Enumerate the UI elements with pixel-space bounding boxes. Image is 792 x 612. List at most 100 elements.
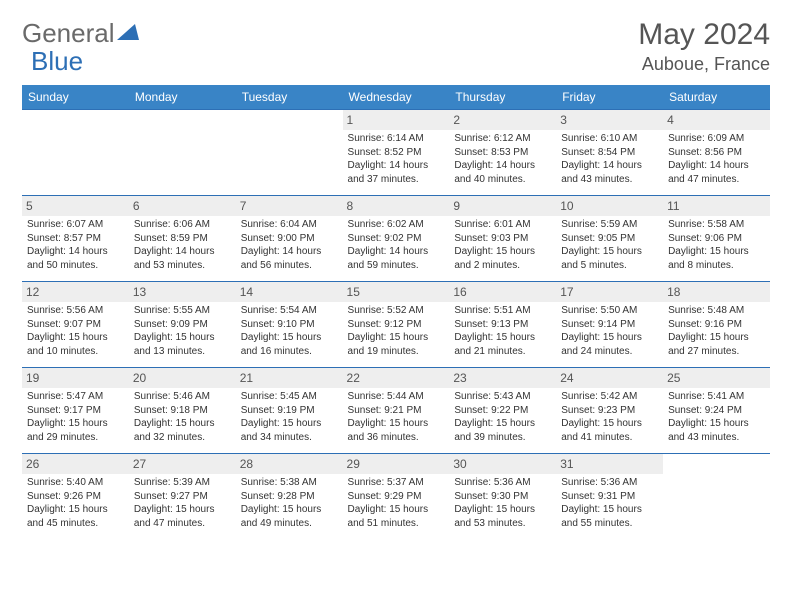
daylight-text: Daylight: 15 hours and 39 minutes. bbox=[454, 417, 551, 444]
sunset-text: Sunset: 9:02 PM bbox=[348, 232, 445, 246]
sunset-text: Sunset: 9:26 PM bbox=[27, 490, 124, 504]
sunrise-text: Sunrise: 5:39 AM bbox=[134, 476, 231, 490]
daylight-text: Daylight: 15 hours and 55 minutes. bbox=[561, 503, 658, 530]
day-cell: 16Sunrise: 5:51 AMSunset: 9:13 PMDayligh… bbox=[449, 282, 556, 368]
day-cell: 13Sunrise: 5:55 AMSunset: 9:09 PMDayligh… bbox=[129, 282, 236, 368]
day-header: Friday bbox=[556, 85, 663, 110]
month-title: May 2024 bbox=[638, 18, 770, 52]
day-header: Thursday bbox=[449, 85, 556, 110]
sunrise-text: Sunrise: 5:42 AM bbox=[561, 390, 658, 404]
day-number: 2 bbox=[449, 110, 556, 130]
daylight-text: Daylight: 15 hours and 5 minutes. bbox=[561, 245, 658, 272]
day-cell: 10Sunrise: 5:59 AMSunset: 9:05 PMDayligh… bbox=[556, 196, 663, 282]
sunset-text: Sunset: 9:10 PM bbox=[241, 318, 338, 332]
sunrise-text: Sunrise: 5:52 AM bbox=[348, 304, 445, 318]
day-header-row: SundayMondayTuesdayWednesdayThursdayFrid… bbox=[22, 85, 770, 110]
sunrise-text: Sunrise: 6:09 AM bbox=[668, 132, 765, 146]
day-cell: 22 Sunrise: 5:44 AMSunset: 9:21 PMDayligh… bbox=[343, 368, 450, 454]
logo-triangle-icon bbox=[117, 22, 139, 45]
daylight-text: Daylight: 14 hours and 43 minutes. bbox=[561, 159, 658, 186]
day-number: 4 bbox=[663, 110, 770, 130]
sunset-text: Sunset: 9:29 PM bbox=[348, 490, 445, 504]
day-number: 14 bbox=[236, 282, 343, 302]
location: Auboue, France bbox=[638, 54, 770, 75]
sunset-text: Sunset: 9:27 PM bbox=[134, 490, 231, 504]
day-number: 11 bbox=[663, 196, 770, 216]
header: General May 2024 Auboue, France bbox=[22, 18, 770, 75]
sunrise-text: Sunrise: 6:14 AM bbox=[348, 132, 445, 146]
daylight-text: Daylight: 15 hours and 29 minutes. bbox=[27, 417, 124, 444]
daylight-text: Daylight: 15 hours and 13 minutes. bbox=[134, 331, 231, 358]
sunset-text: Sunset: 9:22 PM bbox=[454, 404, 551, 418]
day-number: 21 bbox=[236, 368, 343, 388]
daylight-text: Daylight: 15 hours and 51 minutes. bbox=[348, 503, 445, 530]
day-cell: 4Sunrise: 6:09 AMSunset: 8:56 PMDaylight… bbox=[663, 110, 770, 196]
sunrise-text: Sunrise: 5:56 AM bbox=[27, 304, 124, 318]
day-number: 19 bbox=[22, 368, 129, 388]
sunrise-text: Sunrise: 5:47 AM bbox=[27, 390, 124, 404]
day-number: 10 bbox=[556, 196, 663, 216]
week-row: 1Sunrise: 6:14 AMSunset: 8:52 PMDaylight… bbox=[22, 110, 770, 196]
day-cell: 17Sunrise: 5:50 AMSunset: 9:14 PMDayligh… bbox=[556, 282, 663, 368]
day-number: 25 bbox=[663, 368, 770, 388]
daylight-text: Daylight: 14 hours and 53 minutes. bbox=[134, 245, 231, 272]
daylight-text: Daylight: 15 hours and 32 minutes. bbox=[134, 417, 231, 444]
sunrise-text: Sunrise: 5:51 AM bbox=[454, 304, 551, 318]
daylight-text: Daylight: 15 hours and 8 minutes. bbox=[668, 245, 765, 272]
day-number: 18 bbox=[663, 282, 770, 302]
daylight-text: Daylight: 15 hours and 34 minutes. bbox=[241, 417, 338, 444]
sunset-text: Sunset: 9:06 PM bbox=[668, 232, 765, 246]
sunset-text: Sunset: 9:18 PM bbox=[134, 404, 231, 418]
day-number: 8 bbox=[343, 196, 450, 216]
daylight-text: Daylight: 14 hours and 50 minutes. bbox=[27, 245, 124, 272]
sunrise-text: Sunrise: 6:02 AM bbox=[348, 218, 445, 232]
day-number: 30 bbox=[449, 454, 556, 474]
sunrise-text: Sunrise: 6:01 AM bbox=[454, 218, 551, 232]
day-cell: 30Sunrise: 5:36 AMSunset: 9:30 PMDayligh… bbox=[449, 454, 556, 540]
daylight-text: Daylight: 15 hours and 36 minutes. bbox=[348, 417, 445, 444]
day-number: 20 bbox=[129, 368, 236, 388]
day-number: 24 bbox=[556, 368, 663, 388]
calendar-table: SundayMondayTuesdayWednesdayThursdayFrid… bbox=[22, 85, 770, 540]
day-number: 22 bbox=[343, 368, 450, 388]
day-number: 29 bbox=[343, 454, 450, 474]
sunrise-text: Sunrise: 5:37 AM bbox=[348, 476, 445, 490]
daylight-text: Daylight: 15 hours and 10 minutes. bbox=[27, 331, 124, 358]
sunrise-text: Sunrise: 6:10 AM bbox=[561, 132, 658, 146]
sunset-text: Sunset: 9:13 PM bbox=[454, 318, 551, 332]
logo-text-blue: Blue bbox=[31, 46, 83, 76]
week-row: 26Sunrise: 5:40 AMSunset: 9:26 PMDayligh… bbox=[22, 454, 770, 540]
daylight-text: Daylight: 14 hours and 59 minutes. bbox=[348, 245, 445, 272]
day-number: 28 bbox=[236, 454, 343, 474]
sunrise-text: Sunrise: 5:58 AM bbox=[668, 218, 765, 232]
day-number: 13 bbox=[129, 282, 236, 302]
sunrise-text: Sunrise: 5:40 AM bbox=[27, 476, 124, 490]
day-cell bbox=[663, 454, 770, 540]
daylight-text: Daylight: 15 hours and 2 minutes. bbox=[454, 245, 551, 272]
sunrise-text: Sunrise: 5:43 AM bbox=[454, 390, 551, 404]
sunrise-text: Sunrise: 5:46 AM bbox=[134, 390, 231, 404]
logo-text-general: General bbox=[22, 18, 115, 49]
daylight-text: Daylight: 15 hours and 43 minutes. bbox=[668, 417, 765, 444]
sunrise-text: Sunrise: 5:44 AM bbox=[348, 390, 445, 404]
day-cell: 12Sunrise: 5:56 AMSunset: 9:07 PMDayligh… bbox=[22, 282, 129, 368]
daylight-text: Daylight: 15 hours and 21 minutes. bbox=[454, 331, 551, 358]
sunset-text: Sunset: 8:54 PM bbox=[561, 146, 658, 160]
day-cell: 20 Sunrise: 5:46 AMSunset: 9:18 PMDayligh… bbox=[129, 368, 236, 454]
sunset-text: Sunset: 9:28 PM bbox=[241, 490, 338, 504]
day-header: Saturday bbox=[663, 85, 770, 110]
day-number: 15 bbox=[343, 282, 450, 302]
day-cell: 26Sunrise: 5:40 AMSunset: 9:26 PMDayligh… bbox=[22, 454, 129, 540]
sunset-text: Sunset: 9:24 PM bbox=[668, 404, 765, 418]
sunrise-text: Sunrise: 5:38 AM bbox=[241, 476, 338, 490]
sunrise-text: Sunrise: 5:41 AM bbox=[668, 390, 765, 404]
day-number: 9 bbox=[449, 196, 556, 216]
day-header: Sunday bbox=[22, 85, 129, 110]
sunrise-text: Sunrise: 6:12 AM bbox=[454, 132, 551, 146]
sunset-text: Sunset: 9:23 PM bbox=[561, 404, 658, 418]
sunset-text: Sunset: 9:21 PM bbox=[348, 404, 445, 418]
sunrise-text: Sunrise: 6:04 AM bbox=[241, 218, 338, 232]
sunset-text: Sunset: 9:00 PM bbox=[241, 232, 338, 246]
day-number: 1 bbox=[343, 110, 450, 130]
daylight-text: Daylight: 14 hours and 47 minutes. bbox=[668, 159, 765, 186]
